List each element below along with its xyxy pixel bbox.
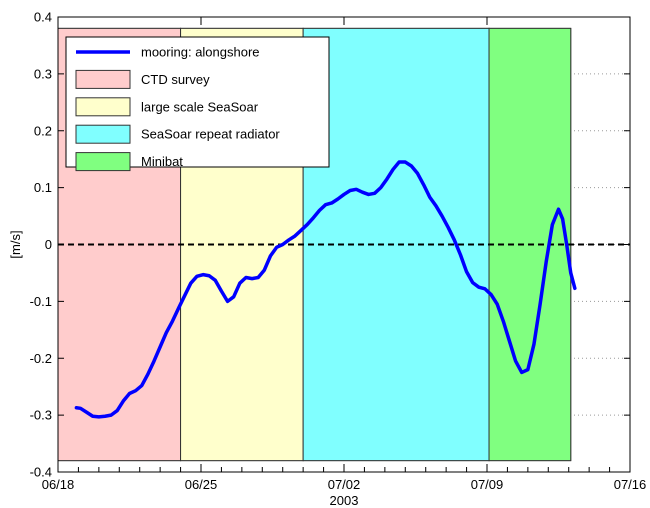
legend-entry-label: mooring: alongshore — [141, 45, 260, 60]
legend-swatch-patch — [75, 69, 131, 89]
axis-labels: 2003 [m/s] — [8, 230, 358, 508]
legend-entry-label: large scale SeaSoar — [141, 99, 259, 114]
x-tick-label: 06/18 — [42, 477, 75, 492]
x-tick-label: 07/02 — [328, 477, 361, 492]
y-tick-label: 0.4 — [34, 10, 52, 25]
legend-swatch-patch — [75, 152, 131, 172]
legend: mooring: alongshore CTD survey large scale… — [65, 36, 330, 172]
y-tick-label: -0.2 — [30, 351, 52, 366]
y-tick-label: 0.3 — [34, 66, 52, 81]
y-tick-label: -0.1 — [30, 294, 52, 309]
y-tick-label: 0.1 — [34, 180, 52, 195]
legend-entry-label: CTD survey — [141, 72, 210, 87]
legend-entry-label: Minibat — [141, 154, 183, 169]
x-tick-label: 07/09 — [471, 477, 504, 492]
legend-entry-label: SeaSoar repeat radiator — [141, 127, 280, 142]
x-tick-label: 06/25 — [185, 477, 218, 492]
y-axis-label: [m/s] — [8, 230, 23, 258]
series-line-1 — [74, 160, 577, 419]
x-tick-label: 07/16 — [614, 477, 647, 492]
axes: 06/18 06/25 07/02 07/09 07/16 -0.4 -0.3 -0.2 -0.… — [30, 10, 647, 493]
y-tick-label: 0 — [45, 237, 52, 252]
legend-swatch-patch — [75, 97, 131, 117]
x-axis-label: 2003 — [330, 493, 359, 508]
y-tick-label: 0.2 — [34, 123, 52, 138]
series-lines — [74, 160, 577, 419]
y-tick-label: -0.4 — [30, 465, 52, 480]
y-tick-label: -0.3 — [30, 408, 52, 423]
legend-swatch-patch — [75, 124, 131, 144]
